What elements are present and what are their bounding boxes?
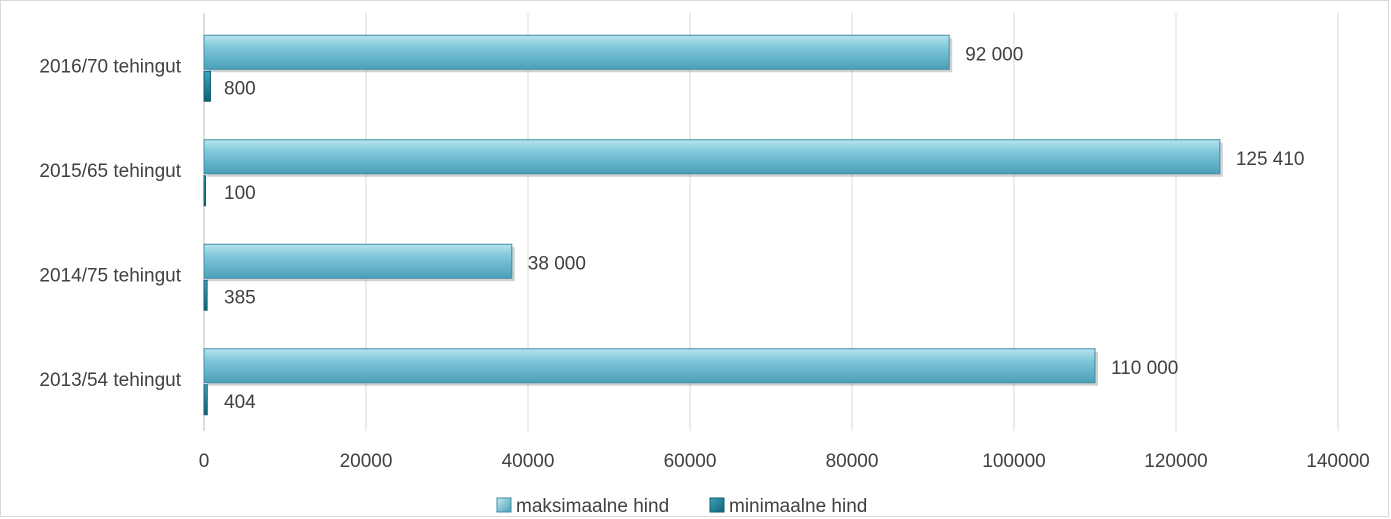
data-label-minimaalne-hind: 800 (224, 78, 256, 99)
data-labels: 110 000 404 38 000 385 125 410 100 92 000 800 (224, 44, 1305, 413)
x-tick-label: 100000 (982, 451, 1045, 472)
x-tick-label: 60000 (664, 451, 717, 472)
category-label: 2015/65 tehingut (39, 161, 181, 182)
category-axis: 2013/54 tehingut 2014/75 tehingut 2015/65 … (39, 56, 181, 391)
bar-minimaalne-hind (203, 175, 206, 207)
bar-maksimaalne-hind (203, 348, 1096, 384)
data-label-minimaalne-hind: 100 (224, 183, 256, 204)
bar-maksimaalne-hind (203, 34, 950, 70)
category-label: 2014/75 tehingut (39, 265, 181, 286)
x-tick-label: 140000 (1306, 451, 1369, 472)
data-label-maksimaalne-hind: 92 000 (965, 44, 1023, 65)
legend-label-maksimaalne-hind: maksimaalne hind (516, 496, 669, 517)
category-label: 2013/54 tehingut (39, 370, 181, 391)
data-label-maksimaalne-hind: 125 410 (1236, 149, 1305, 170)
value-axis: 0 20000 40000 60000 80000 100000 120000 140000 (199, 13, 1370, 472)
bar-minimaalne-hind (203, 384, 208, 416)
legend-swatch-maksimaalne-hind (496, 497, 512, 513)
legend-swatch-minimaalne-hind (709, 497, 725, 513)
x-tick-label: 120000 (1144, 451, 1207, 472)
legend: maksimaalne hind minimaalne hind (496, 496, 867, 517)
data-label-maksimaalne-hind: 110 000 (1111, 358, 1178, 379)
grid-lines (365, 13, 1339, 431)
bar-minimaalne-hind (203, 70, 211, 102)
category-label: 2016/70 tehingut (39, 56, 181, 77)
bar-maksimaalne-hind (203, 243, 513, 279)
bar-minimaalne-hind (203, 279, 208, 311)
bar-maksimaalne-hind (203, 139, 1221, 175)
data-label-minimaalne-hind: 385 (224, 287, 256, 308)
data-label-minimaalne-hind: 404 (224, 392, 256, 413)
x-tick-label: 80000 (826, 451, 879, 472)
bars (203, 34, 1223, 416)
x-tick-label: 40000 (502, 451, 555, 472)
legend-label-minimaalne-hind: minimaalne hind (729, 496, 867, 517)
x-tick-label: 0 (199, 451, 210, 472)
x-tick-label: 20000 (340, 451, 393, 472)
data-label-maksimaalne-hind: 38 000 (528, 253, 586, 274)
